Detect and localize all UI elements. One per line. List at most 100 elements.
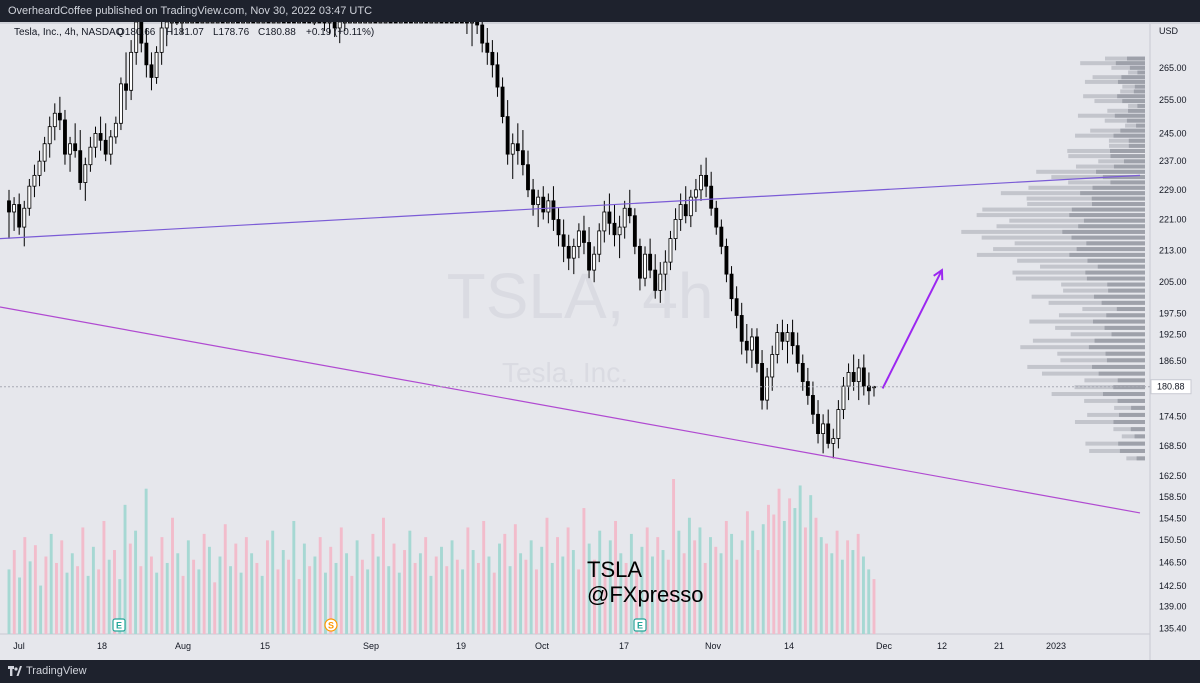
chart-area[interactable]: TSLA, 4h Tesla, Inc. Tesla, Inc., 4h, NA… (0, 22, 1200, 660)
volume-bar (825, 543, 828, 634)
time-axis-ticks[interactable]: Jul 18 Aug 15 Sep 19 Oct 17 Nov 14 Dec 12 21 2023 (13, 641, 1066, 651)
profile-bar (1104, 118, 1145, 123)
candle-body (699, 174, 703, 191)
volume-bar (213, 582, 217, 634)
candle-body (632, 215, 637, 247)
volume-bar (666, 559, 670, 634)
projection-arrow[interactable] (881, 269, 943, 389)
candle-body (195, 22, 200, 24)
earnings-marker-icon[interactable]: E (633, 618, 647, 632)
price-tick-label: 158.50 (1159, 492, 1187, 502)
volume-bar (360, 559, 364, 634)
volume-bar (113, 550, 116, 634)
candle-body (246, 22, 251, 24)
candle-body (683, 204, 688, 217)
volume-bar (492, 572, 496, 634)
footer-brand: TradingView (26, 665, 87, 677)
volume-bar (550, 562, 554, 634)
candle-body (780, 332, 785, 342)
lower-trendline[interactable] (0, 306, 1141, 514)
volume-bar (645, 527, 649, 634)
volume-bar (656, 537, 660, 634)
volume-bar (239, 572, 243, 634)
profile-bar (1077, 113, 1145, 118)
candle-body (215, 22, 220, 24)
profile-bar (981, 235, 1145, 240)
profile-bar-inner (1101, 300, 1145, 305)
candle-body (225, 22, 230, 24)
volume-bar (387, 566, 391, 634)
split-marker-icon[interactable]: S (324, 618, 338, 632)
candle-body (292, 22, 296, 24)
candle-body (42, 143, 47, 162)
annotation-symbol: TSLA (587, 557, 642, 582)
candle-body (739, 315, 744, 342)
price-axis-ticks[interactable]: 265.00 255.00 245.00 237.00 229.00 221.00 213.… (1159, 63, 1187, 633)
candle-body (505, 116, 510, 155)
profile-bar-inner (1136, 123, 1145, 128)
candle-body (566, 245, 571, 259)
volume-bar (65, 572, 69, 634)
price-tick-label: 168.50 (1159, 441, 1187, 451)
volume-bar (471, 550, 475, 634)
price-tick-label: 237.00 (1159, 156, 1187, 166)
profile-bar-inner (1094, 338, 1145, 343)
volume-bar (271, 530, 275, 634)
profile-bar-inner (1091, 202, 1145, 207)
candle-body (154, 51, 159, 78)
candle-body (57, 112, 62, 121)
legend-symbol: Tesla, Inc., 4h, NASDAQ (14, 27, 124, 38)
candle-body (495, 64, 500, 88)
volume-bar (872, 579, 876, 634)
profile-bar (1094, 99, 1145, 104)
candle-body (688, 196, 693, 217)
candle-body (22, 207, 27, 228)
candle-body (811, 395, 815, 415)
volume-bar (846, 540, 850, 634)
volume-bar (450, 540, 454, 634)
volume-bar (218, 556, 222, 634)
time-axis-background (0, 634, 1150, 660)
volume-bar (830, 553, 834, 634)
profile-bar (1114, 405, 1145, 410)
profile-bar-inner (1108, 288, 1145, 293)
profile-bar (1032, 338, 1145, 343)
candle-body (571, 245, 576, 259)
tsla-chart[interactable]: TSLA, 4h Tesla, Inc. Tesla, Inc., 4h, NA… (0, 22, 1200, 660)
volume-bar (418, 553, 422, 634)
event-marker-label: E (637, 621, 643, 631)
volume-bar (292, 520, 296, 634)
profile-bar (1075, 133, 1145, 138)
candle-body (373, 22, 378, 24)
profile-bar (1063, 288, 1145, 293)
volume-bar (724, 520, 728, 634)
profile-bar (1017, 258, 1145, 263)
candle-body (724, 245, 729, 275)
candle-body (322, 22, 327, 24)
candle-body (775, 332, 780, 355)
profile-bar (1090, 128, 1145, 133)
volume-bar (756, 550, 760, 634)
candle-body (790, 332, 795, 347)
candle-body (648, 253, 653, 271)
profile-bar-inner (1091, 196, 1145, 201)
profile-bar-inner (1106, 358, 1145, 363)
candle-body (103, 139, 108, 155)
candle-body (561, 234, 566, 247)
upper-trendline[interactable] (0, 174, 1141, 240)
candle-body (576, 230, 581, 247)
volume-bar (429, 575, 433, 634)
profile-bar (1085, 441, 1145, 446)
profile-bar-inner (1113, 133, 1145, 138)
profile-bar-inner (1115, 61, 1145, 66)
candle-body (93, 133, 98, 148)
volume-bar (777, 488, 781, 634)
earnings-marker-icon[interactable]: E (112, 618, 126, 632)
volume-bar (745, 511, 749, 634)
volume-bar (582, 508, 586, 634)
volume-bar (49, 533, 53, 634)
profile-bar (1060, 358, 1145, 363)
volume-bar (603, 566, 607, 634)
candle-body (368, 22, 373, 24)
